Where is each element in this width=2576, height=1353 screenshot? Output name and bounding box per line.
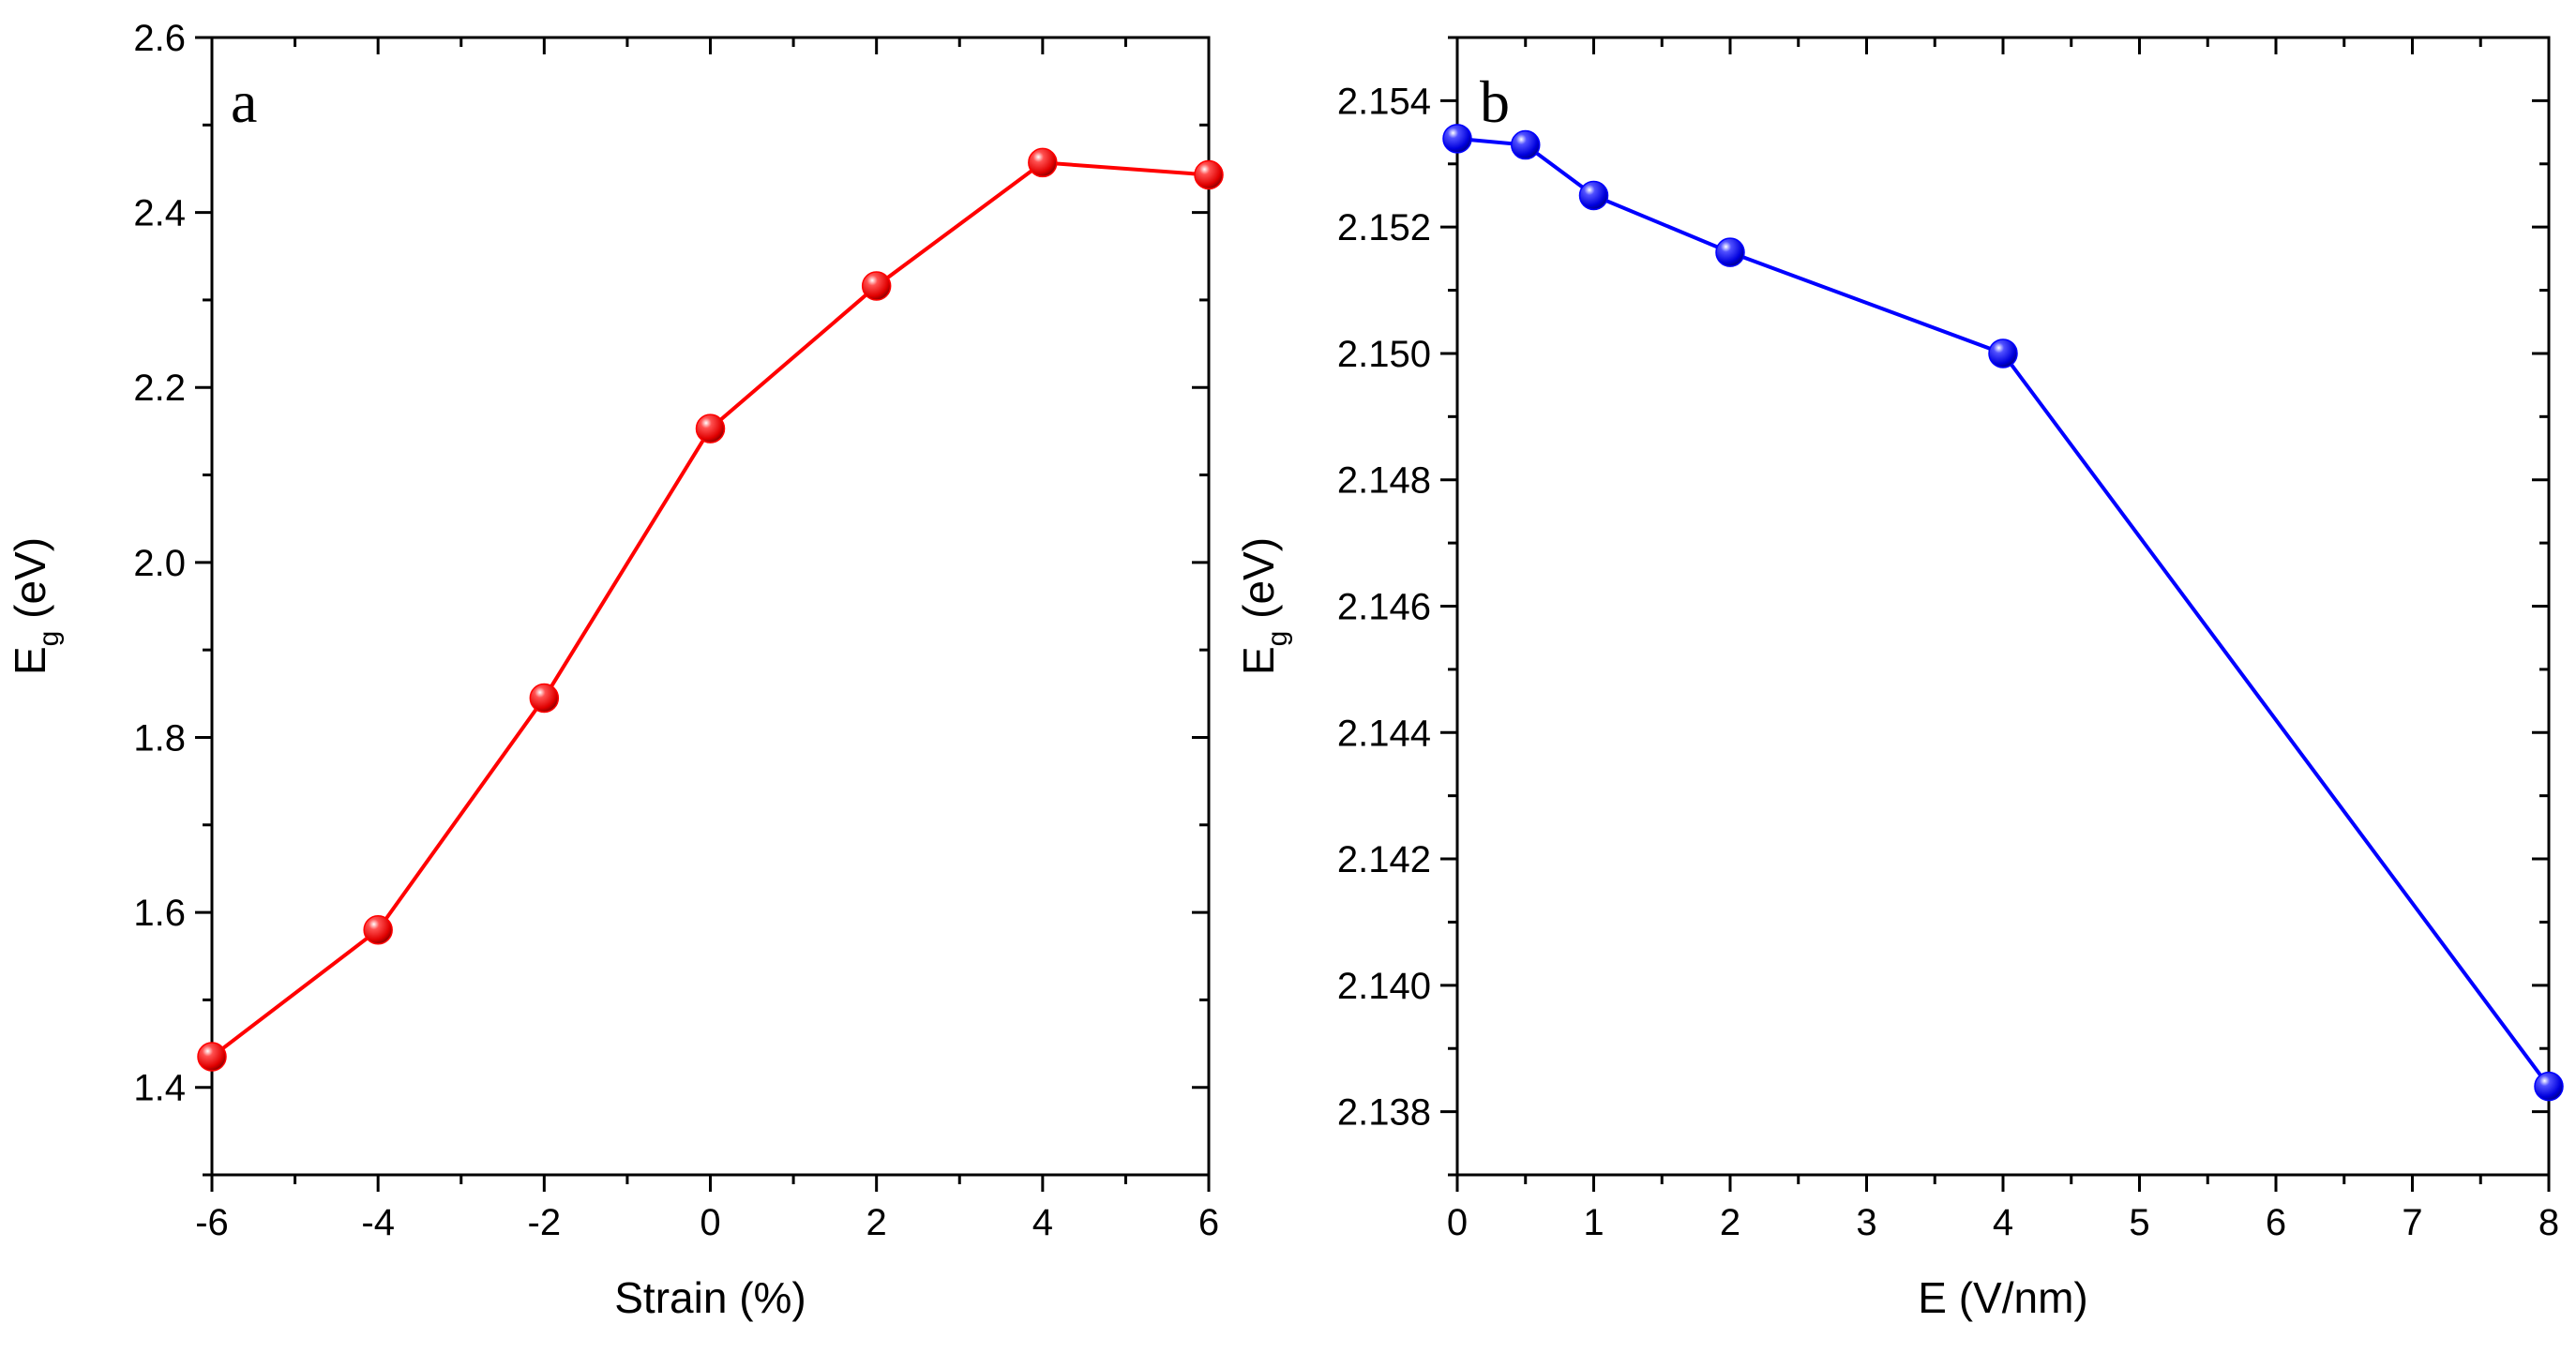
y-tick-label: 2.4	[133, 193, 186, 234]
y-tick-label: 2.138	[1337, 1092, 1431, 1134]
data-point	[197, 1042, 227, 1072]
y-tick-label: 2.146	[1337, 587, 1431, 628]
y-tick-label: 2.6	[133, 18, 186, 59]
data-point	[1442, 124, 1472, 154]
x-tick-label: 8	[2538, 1202, 2559, 1243]
x-tick-label: 6	[1198, 1202, 1219, 1243]
data-point	[1715, 237, 1745, 267]
x-tick-label: 7	[2402, 1202, 2422, 1243]
x-tick-label: 4	[1032, 1202, 1053, 1243]
y-tick-label: 2.144	[1337, 713, 1431, 754]
data-point	[1194, 159, 1224, 190]
x-tick-label: 2	[866, 1202, 887, 1243]
x-axis-title: E (V/nm)	[1918, 1273, 2087, 1322]
series-line	[1456, 136, 2551, 1088]
panel-label: b	[1480, 68, 1510, 135]
data-point	[1511, 129, 1541, 160]
panel-a-chart: -6 -4 -2 0 2 4 6 1.4 1.6 1.8 2.0 2.2 2.4 2.6 Strain (%…	[6, 18, 1224, 1322]
y-tick-label: 2.0	[133, 543, 186, 584]
x-tick-label: 6	[2266, 1202, 2286, 1243]
data-point	[529, 683, 560, 714]
data-point	[2534, 1071, 2564, 1102]
y-tick-label: 2.142	[1337, 839, 1431, 880]
y-tick-label: 1.6	[133, 893, 186, 934]
panel-label: a	[231, 68, 257, 135]
data-point	[861, 271, 892, 301]
panel-b-chart: 0 1 2 3 4 5 6 7 8 2.138 2.140 2.142 2.144 2.146 2.148 2…	[1234, 36, 2564, 1322]
y-axis-title-unit: (eV)	[6, 537, 54, 631]
y-tick-label: 2.150	[1337, 334, 1431, 375]
y-axis-title-main: E	[1234, 646, 1283, 675]
y-tick-label: 1.8	[133, 717, 186, 759]
y-tick-label: 2.152	[1337, 207, 1431, 248]
x-tick-label: -6	[195, 1202, 229, 1243]
data-point	[1028, 147, 1058, 178]
x-tick-label: 4	[1993, 1202, 2013, 1243]
x-tick-label: 3	[1856, 1202, 1876, 1243]
y-tick-label: 1.4	[133, 1068, 186, 1109]
y-axis-title-unit: (eV)	[1234, 537, 1283, 631]
x-tick-label: 0	[1447, 1202, 1468, 1243]
x-axis-title: Strain (%)	[614, 1273, 806, 1322]
y-axis-title: Eg (eV)	[1234, 537, 1293, 675]
y-axis-title: Eg (eV)	[6, 537, 65, 675]
series-line	[210, 160, 1210, 1059]
x-tick-label: -2	[528, 1202, 562, 1243]
y-tick-label: 2.154	[1337, 81, 1431, 122]
data-point	[1578, 180, 1609, 211]
data-point	[695, 413, 726, 443]
plot-frame	[210, 36, 1211, 1177]
x-tick-label: 0	[700, 1202, 720, 1243]
x-tick-label: 1	[1583, 1202, 1604, 1243]
x-tick-label: 5	[2129, 1202, 2149, 1243]
y-axis-title-main: E	[6, 646, 54, 675]
data-point	[1988, 338, 2018, 368]
x-tick-label: -4	[361, 1202, 395, 1243]
y-axis-title-subscript: g	[34, 631, 65, 647]
y-tick-label: 2.2	[133, 368, 186, 409]
x-tick-label: 2	[1720, 1202, 1740, 1243]
y-tick-label: 2.148	[1337, 460, 1431, 502]
y-axis-title-subscript: g	[1262, 631, 1293, 647]
y-tick-label: 2.140	[1337, 966, 1431, 1007]
data-point	[363, 914, 393, 945]
